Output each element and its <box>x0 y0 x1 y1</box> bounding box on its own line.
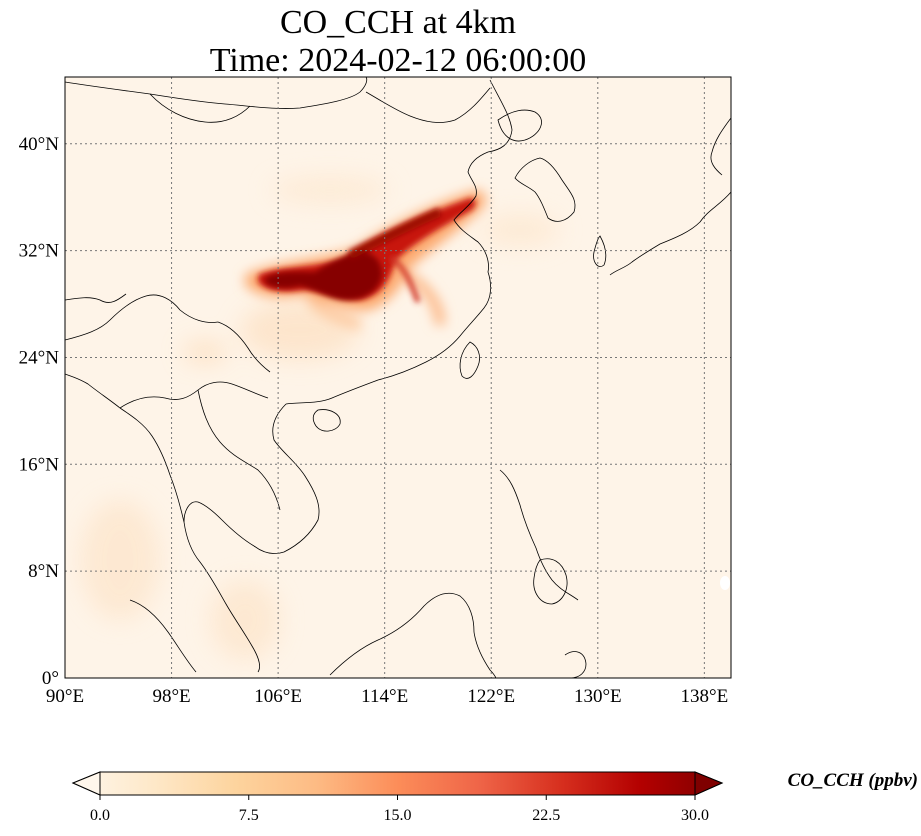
lon-tick-label: 138°E <box>681 686 729 707</box>
plume-streak-inner <box>390 256 421 303</box>
latitude-ticks: 0° 8°N 16°N 24°N 32°N 40°N <box>19 134 60 689</box>
colorbar-tick-label: 15.0 <box>384 807 412 824</box>
haze-yunnan <box>183 342 227 362</box>
lon-tick-label: 106°E <box>254 686 302 707</box>
map-title-variable: CO_CCH at 4km <box>279 4 517 41</box>
border-yunnan <box>217 321 271 373</box>
coast-gulf-of-thailand <box>183 501 260 673</box>
coast-hainan <box>312 409 341 432</box>
lat-tick-label: 32°N <box>19 241 60 262</box>
lat-tick-label: 16°N <box>19 454 60 475</box>
plume-streak-south <box>393 265 445 326</box>
coast-bohai <box>497 109 542 142</box>
longitude-ticks: 90°E 98°E 106°E 114°E 122°E 130°E 138°E <box>46 686 728 707</box>
colorbar-ticks: 0.0 7.5 15.0 22.5 30.0 <box>90 795 709 824</box>
border-tibet <box>65 293 127 303</box>
coast-vietnam <box>253 403 320 554</box>
lon-tick-label: 130°E <box>574 686 622 707</box>
coast-korea <box>514 157 576 222</box>
lat-tick-label: 0° <box>42 668 59 689</box>
plume-core-ridge <box>347 207 442 260</box>
lon-tick-label: 122°E <box>467 686 515 707</box>
haze-south-china <box>240 300 360 360</box>
map-plot-area <box>65 77 731 678</box>
coast-china-east <box>285 79 513 405</box>
lon-tick-label: 114°E <box>361 686 408 707</box>
gridlines <box>65 77 731 678</box>
coast-sumatra <box>129 599 197 673</box>
coast-philippines-luzon <box>499 469 579 601</box>
lat-tick-label: 24°N <box>19 347 60 368</box>
colorbar-tick-label: 30.0 <box>681 807 709 824</box>
coast-japan-north <box>710 117 731 176</box>
colorbar-tick-label: 7.5 <box>239 807 259 824</box>
colorbar-tick-label: 22.5 <box>532 807 560 824</box>
plume-core <box>265 251 382 300</box>
colorbar-tick-label: 0.0 <box>90 807 110 824</box>
haze-malaysia <box>210 580 280 660</box>
haze-north <box>270 176 390 204</box>
lon-tick-label: 98°E <box>152 686 190 707</box>
coast-japan-honshu <box>609 191 731 276</box>
lon-tick-label: 90°E <box>46 686 84 707</box>
map-title-time: Time: 2024-02-12 06:00:00 <box>209 42 587 79</box>
border-northeast <box>365 87 491 123</box>
border-laos <box>197 389 281 511</box>
colorbar-extend-max <box>694 771 724 796</box>
coastlines <box>65 77 731 678</box>
haze-andaman <box>80 500 160 620</box>
colorbar-label: CO_CCH (ppbv) <box>787 770 918 791</box>
haze-yellow-sea <box>480 214 560 246</box>
plume-streak-west <box>306 296 362 330</box>
coast-sulawesi <box>564 651 587 678</box>
map-background <box>65 77 731 678</box>
colorbar-extend-min <box>71 771 101 796</box>
colorbar: 0.0 7.5 15.0 22.5 30.0 <box>71 771 724 824</box>
map-frame <box>64 76 732 679</box>
border-himalaya <box>65 294 219 341</box>
colorbar-body <box>71 771 724 796</box>
coast-borneo <box>329 592 497 678</box>
lat-tick-label: 8°N <box>28 561 59 582</box>
coast-taiwan <box>459 341 480 379</box>
missing-data-patch <box>720 576 730 590</box>
lat-tick-label: 40°N <box>19 134 60 155</box>
border-gobi <box>149 93 251 123</box>
